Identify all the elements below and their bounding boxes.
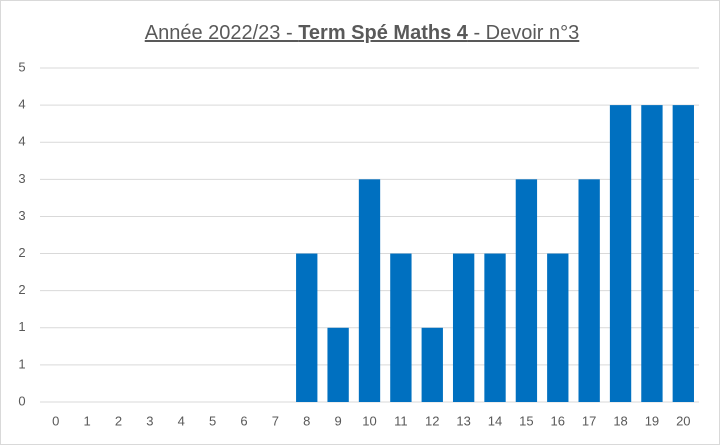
y-tick-label: 4 xyxy=(18,134,25,149)
x-tick-label: 4 xyxy=(178,413,185,428)
y-tick-label: 3 xyxy=(18,171,25,186)
bar xyxy=(641,105,663,402)
y-tick-label: 2 xyxy=(18,245,25,260)
x-tick-label: 19 xyxy=(645,413,659,428)
x-tick-label: 13 xyxy=(456,413,470,428)
x-tick-label: 18 xyxy=(613,413,627,428)
bar xyxy=(390,253,412,402)
x-tick-label: 1 xyxy=(83,413,90,428)
x-tick-label: 17 xyxy=(582,413,596,428)
x-tick-label: 16 xyxy=(551,413,565,428)
bar xyxy=(358,179,381,402)
x-tick-label: 15 xyxy=(519,413,533,428)
y-tick-label: 4 xyxy=(18,97,25,112)
y-tick-label: 1 xyxy=(18,319,25,334)
x-tick-label: 20 xyxy=(676,413,690,428)
x-tick-label: 12 xyxy=(425,413,439,428)
bar xyxy=(452,253,475,402)
title-part: - Devoir n°3 xyxy=(468,22,579,44)
title-part: Année 2022/23 - xyxy=(145,22,298,44)
y-tick-label: 2 xyxy=(18,282,25,297)
bar xyxy=(421,327,443,402)
x-tick-label: 6 xyxy=(240,413,247,428)
x-tick-label: 2 xyxy=(115,413,122,428)
bar xyxy=(672,105,694,402)
bar xyxy=(515,179,538,402)
x-tick-label: 5 xyxy=(209,413,216,428)
y-tick-label: 3 xyxy=(18,208,25,223)
chart-title: Année 2022/23 - Term Spé Maths 4 - Devoi… xyxy=(145,22,580,44)
x-tick-label: 7 xyxy=(272,413,279,428)
y-tick-label: 5 xyxy=(18,59,25,74)
x-tick-label: 10 xyxy=(362,413,376,428)
x-tick-label: 0 xyxy=(52,413,59,428)
x-tick-label: 9 xyxy=(335,413,342,428)
x-tick-label: 3 xyxy=(146,413,153,428)
x-tick-label: 14 xyxy=(488,413,502,428)
bar xyxy=(484,253,506,402)
y-tick-label: 0 xyxy=(18,393,25,408)
bar xyxy=(609,105,632,402)
title-part: Term Spé Maths 4 xyxy=(298,22,469,44)
bar xyxy=(578,179,600,402)
x-tick-label: 11 xyxy=(394,413,408,428)
bar xyxy=(547,253,569,402)
x-tick-label: 8 xyxy=(303,413,310,428)
bar xyxy=(296,253,318,402)
bar xyxy=(327,327,349,402)
y-tick-label: 1 xyxy=(18,356,25,371)
